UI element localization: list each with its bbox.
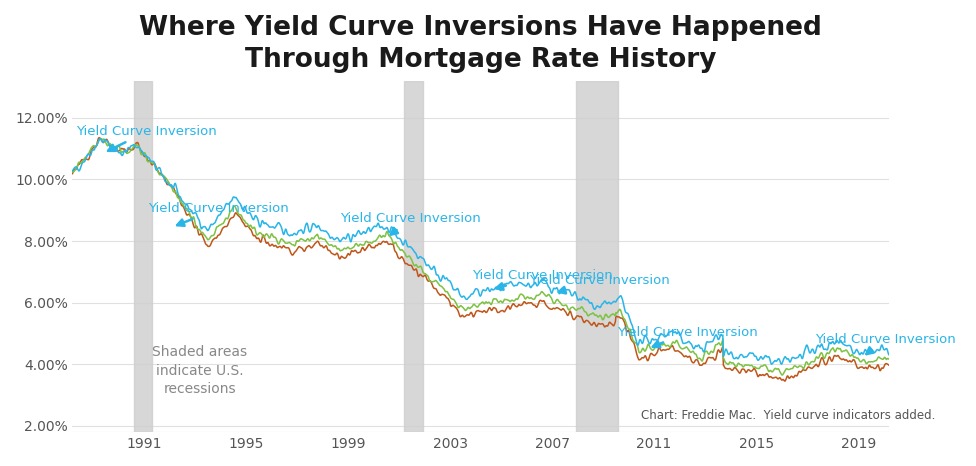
Text: Shaded areas
indicate U.S.
recessions: Shaded areas indicate U.S. recessions — [152, 345, 248, 396]
Text: Yield Curve Inversion: Yield Curve Inversion — [529, 274, 670, 294]
Text: Chart: Freddie Mac.  Yield curve indicators added.: Chart: Freddie Mac. Yield curve indicato… — [641, 409, 936, 422]
Bar — [134, 81, 151, 432]
Bar — [404, 81, 424, 432]
Text: Yield Curve Inversion: Yield Curve Inversion — [76, 125, 217, 151]
Text: Yield Curve Inversion: Yield Curve Inversion — [147, 202, 289, 226]
Text: Yield Curve Inversion: Yield Curve Inversion — [815, 333, 956, 354]
Title: Where Yield Curve Inversions Have Happened
Through Mortgage Rate History: Where Yield Curve Inversions Have Happen… — [140, 15, 822, 73]
Text: Yield Curve Inversion: Yield Curve Inversion — [617, 326, 758, 347]
Text: Yield Curve Inversion: Yield Curve Inversion — [341, 212, 481, 234]
Bar — [576, 81, 619, 432]
Text: Yield Curve Inversion: Yield Curve Inversion — [471, 269, 613, 290]
